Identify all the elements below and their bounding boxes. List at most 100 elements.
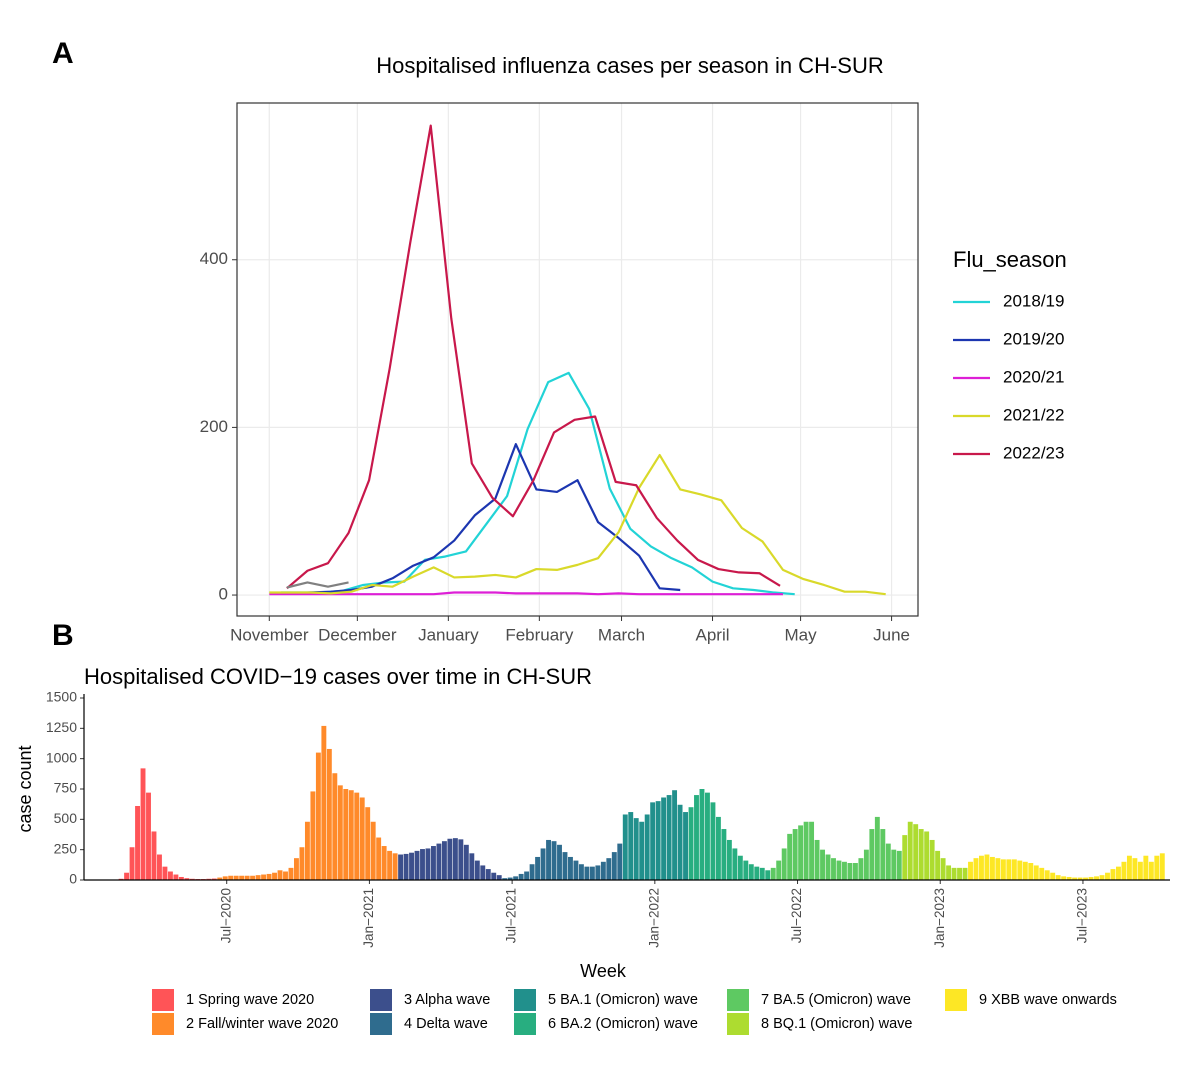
bar bbox=[1083, 877, 1089, 880]
bar bbox=[820, 849, 825, 880]
bar bbox=[683, 812, 688, 880]
bar bbox=[222, 876, 228, 880]
legend-label: 8 BQ.1 (Omicron) wave bbox=[761, 1016, 913, 1032]
bar bbox=[452, 838, 458, 880]
bar bbox=[562, 852, 568, 880]
bar bbox=[485, 869, 491, 880]
bar bbox=[277, 870, 283, 880]
bar bbox=[551, 841, 557, 880]
bar bbox=[809, 821, 815, 880]
x-tick-label: Jul−2022 bbox=[789, 888, 804, 943]
legend-swatch bbox=[514, 1013, 536, 1035]
bar bbox=[672, 790, 678, 880]
bar bbox=[1033, 865, 1039, 880]
legend-label: 6 BA.2 (Omicron) wave bbox=[548, 1016, 698, 1032]
x-tick-label: Jan−2021 bbox=[361, 888, 376, 948]
bar bbox=[770, 867, 776, 880]
bar bbox=[984, 854, 990, 880]
legend-swatch bbox=[370, 989, 392, 1011]
bar bbox=[118, 878, 124, 880]
panel-label: A bbox=[52, 37, 74, 70]
bar bbox=[705, 792, 710, 880]
bar bbox=[250, 875, 256, 880]
bar bbox=[979, 855, 984, 880]
y-tick-label: 0 bbox=[69, 871, 77, 887]
bar bbox=[469, 853, 475, 880]
bar bbox=[792, 829, 798, 880]
bar bbox=[474, 860, 480, 880]
bar bbox=[737, 855, 743, 880]
bar bbox=[1028, 863, 1034, 880]
bar bbox=[1050, 872, 1056, 880]
bar bbox=[518, 873, 524, 880]
legend-swatch bbox=[727, 1013, 749, 1035]
bar bbox=[787, 833, 793, 880]
panel-label: B bbox=[52, 619, 74, 652]
bar bbox=[732, 848, 738, 880]
x-tick-label: January bbox=[418, 625, 479, 644]
bar bbox=[858, 858, 864, 880]
bar bbox=[1011, 859, 1017, 880]
bar bbox=[217, 877, 223, 880]
bar bbox=[968, 861, 973, 880]
bar bbox=[578, 864, 584, 880]
bar bbox=[677, 804, 683, 880]
bar bbox=[825, 854, 831, 880]
bar bbox=[436, 843, 442, 880]
legend-swatch bbox=[370, 1013, 392, 1035]
bar bbox=[803, 821, 809, 880]
legend-swatch bbox=[945, 989, 967, 1011]
bar bbox=[617, 843, 623, 880]
series-line bbox=[269, 453, 886, 596]
bar bbox=[283, 871, 288, 880]
bar bbox=[480, 865, 486, 880]
legend-label: 2021/22 bbox=[1003, 405, 1064, 424]
bar bbox=[535, 856, 541, 880]
bar bbox=[135, 805, 140, 880]
bar bbox=[315, 752, 321, 880]
bar bbox=[255, 875, 261, 880]
bar bbox=[666, 795, 672, 880]
bar bbox=[1044, 870, 1050, 880]
bar bbox=[595, 865, 601, 880]
y-tick-label: 750 bbox=[54, 780, 78, 796]
bar bbox=[502, 878, 508, 880]
y-tick-label: 1000 bbox=[46, 749, 77, 765]
bar bbox=[332, 773, 338, 880]
bar bbox=[310, 791, 316, 880]
bar bbox=[557, 844, 562, 880]
y-tick-label: 1250 bbox=[46, 719, 77, 735]
bar bbox=[852, 863, 858, 880]
bar bbox=[650, 802, 656, 880]
x-tick-label: May bbox=[785, 625, 818, 644]
bar bbox=[1006, 859, 1012, 880]
legend-swatch bbox=[727, 989, 749, 1011]
bar bbox=[573, 860, 579, 880]
bar bbox=[1022, 861, 1028, 880]
bar bbox=[189, 878, 195, 880]
bar bbox=[299, 847, 305, 880]
bar bbox=[600, 861, 606, 880]
bar bbox=[173, 874, 179, 880]
bar bbox=[151, 831, 157, 880]
bar bbox=[178, 876, 184, 880]
bar bbox=[1000, 859, 1006, 880]
bar bbox=[496, 875, 502, 880]
bar bbox=[398, 854, 404, 880]
bar bbox=[1077, 877, 1083, 880]
bar bbox=[962, 867, 968, 880]
bar bbox=[836, 860, 842, 880]
bar bbox=[359, 797, 365, 880]
legend-label: 9 XBB wave onwards bbox=[979, 992, 1117, 1008]
bar bbox=[414, 850, 420, 880]
bar bbox=[420, 849, 425, 880]
bar bbox=[513, 876, 519, 880]
bar bbox=[798, 825, 804, 880]
bar bbox=[754, 866, 760, 880]
chart-title: Hospitalised COVID−19 cases over time in… bbox=[84, 664, 592, 689]
bar bbox=[288, 867, 294, 880]
bar bbox=[622, 814, 628, 880]
bar bbox=[891, 849, 897, 880]
bar bbox=[376, 837, 382, 880]
